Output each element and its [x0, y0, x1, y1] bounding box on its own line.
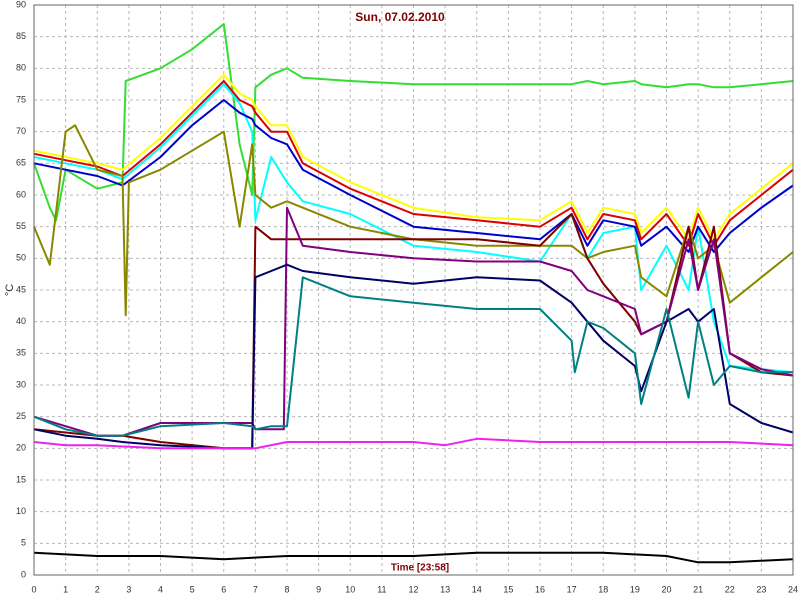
x-tick-label: 24 [788, 584, 798, 594]
y-tick-label: 35 [16, 348, 26, 358]
y-tick-label: 85 [16, 31, 26, 41]
x-tick-label: 16 [535, 584, 545, 594]
x-tick-label: 20 [661, 584, 671, 594]
y-tick-label: 10 [16, 506, 26, 516]
y-tick-label: 40 [16, 316, 26, 326]
x-tick-label: 11 [377, 584, 386, 594]
lines [33, 23, 794, 564]
y-tick-label: 30 [16, 379, 26, 389]
y-tick-label: 0 [21, 569, 26, 579]
y-tick-label: 20 [16, 443, 26, 453]
x-tick-label: 8 [284, 584, 289, 594]
series-line [33, 437, 794, 450]
x-tick-label: 7 [253, 584, 258, 594]
y-tick-label: 90 [16, 0, 26, 9]
y-tick-label: 50 [16, 253, 26, 263]
x-tick-label: 9 [316, 584, 321, 594]
x-tick-label: 15 [503, 584, 513, 594]
y-tick-label: 65 [16, 158, 26, 168]
grid [33, 4, 794, 576]
x-tick-label: 22 [725, 584, 735, 594]
x-tick-label: 14 [472, 584, 482, 594]
y-tick-label: 55 [16, 221, 26, 231]
y-tick-label: 25 [16, 411, 26, 421]
series-line [33, 263, 794, 450]
series-line [33, 206, 794, 437]
y-axis-label: °C [4, 284, 16, 296]
x-tick-label: 6 [221, 584, 226, 594]
chart-title: Sun, 07.02.2010 [355, 10, 445, 24]
x-tick-label: 5 [190, 584, 195, 594]
plot-frame [33, 4, 794, 576]
y-tick-label: 70 [16, 126, 26, 136]
series-line [33, 73, 794, 241]
series-line [33, 23, 794, 222]
x-axis-label: Time [23:58] [391, 563, 449, 574]
x-tick-label: 13 [440, 584, 450, 594]
series-line [33, 276, 793, 437]
x-tick-label: 2 [95, 584, 100, 594]
y-tick-label: 45 [16, 284, 26, 294]
y-tick-label: 80 [16, 63, 26, 73]
series-line [33, 551, 794, 564]
x-tick-label: 10 [345, 584, 355, 594]
x-tick-label: 0 [31, 584, 36, 594]
x-tick-label: 23 [756, 584, 766, 594]
x-tick-label: 17 [567, 584, 577, 594]
x-tick-label: 18 [598, 584, 608, 594]
x-tick-label: 19 [630, 584, 640, 594]
y-tick-label: 60 [16, 189, 26, 199]
y-tick-label: 75 [16, 94, 26, 104]
x-tick-label: 1 [63, 584, 68, 594]
x-tick-label: 3 [126, 584, 131, 594]
x-tick-label: 4 [158, 584, 163, 594]
series-line [33, 124, 794, 317]
x-tick-label: 12 [408, 584, 418, 594]
series-line [33, 83, 794, 374]
y-tick-label: 5 [21, 538, 26, 548]
x-tick-label: 21 [693, 584, 703, 594]
y-tick-label: 15 [16, 474, 26, 484]
